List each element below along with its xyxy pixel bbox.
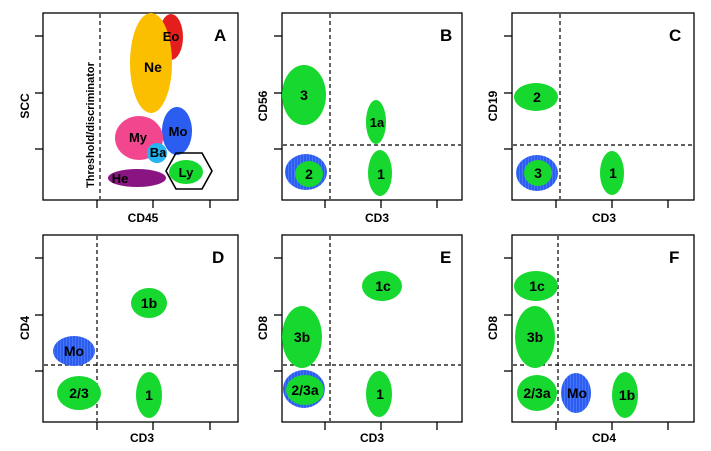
- panel-e-xlabel: CD3: [360, 431, 384, 445]
- label-e-1c: 1c: [375, 278, 391, 294]
- population-f-mo: [561, 373, 591, 413]
- panel-e-ylabel: CD8: [256, 316, 270, 340]
- panel-f-ticks: [504, 257, 669, 430]
- population-d-23: [57, 376, 101, 410]
- panel-a-ylabel: SCC: [18, 93, 32, 119]
- label-b-1: 1: [377, 166, 385, 182]
- population-d-1: [136, 372, 162, 418]
- panel-c-letter: C: [669, 26, 681, 45]
- label-ba: Ba: [150, 145, 167, 160]
- label-c-2: 2: [533, 89, 541, 105]
- panel-c-ticks: [504, 35, 669, 208]
- label-f-1b: 1b: [619, 387, 635, 403]
- panel-a-xlabel: CD45: [128, 211, 159, 225]
- panel-e: 1c 3b 2/3a 1 E CD3 CD8: [256, 234, 463, 445]
- population-b-2-green: [295, 161, 323, 187]
- panel-c-ylabel: CD19: [486, 90, 500, 121]
- population-ba: [147, 143, 167, 163]
- panel-d-xlabel: CD3: [130, 431, 154, 445]
- population-e-23a-green: [286, 375, 324, 405]
- panel-f: 1c 3b 2/3a Mo 1b F CD4 CD8: [486, 234, 695, 445]
- label-f-3b: 3b: [527, 329, 543, 345]
- panel-d-letter: D: [212, 248, 224, 267]
- label-e-23a: 2/3a: [291, 382, 318, 398]
- label-b-3: 3: [300, 87, 308, 103]
- population-b-3: [282, 65, 326, 125]
- label-d-23: 2/3: [69, 385, 89, 401]
- label-my: My: [129, 130, 148, 145]
- panel-b-frame: [281, 12, 463, 201]
- label-d-mo: Mo: [64, 343, 84, 359]
- population-f-1c: [514, 271, 558, 301]
- population-b-1: [368, 150, 392, 196]
- population-f-1b: [612, 372, 638, 418]
- label-f-1c: 1c: [529, 278, 545, 294]
- panel-e-ticks: [274, 257, 438, 430]
- population-he: [108, 169, 166, 187]
- label-he: He: [112, 171, 129, 186]
- population-ne: [130, 13, 172, 113]
- panel-a: Threshold/discriminator Eo Ne Mo My Ba H…: [18, 12, 239, 225]
- label-e-1: 1: [376, 386, 384, 402]
- panel-f-ylabel: CD8: [486, 316, 500, 340]
- panel-b-ylabel: CD56: [256, 90, 270, 121]
- threshold-label: Threshold/discriminator: [85, 61, 97, 188]
- label-d-1: 1: [145, 387, 153, 403]
- label-ne: Ne: [144, 59, 162, 75]
- population-e-1c: [362, 271, 402, 301]
- panel-b-letter: B: [440, 26, 452, 45]
- panel-c-frame: [511, 12, 695, 201]
- panel-b-xlabel: CD3: [365, 211, 389, 225]
- panel-c: 2 3 1 C CD3 CD19: [486, 12, 695, 225]
- label-c-3: 3: [534, 165, 542, 181]
- panel-c-xlabel: CD3: [592, 211, 616, 225]
- population-e-1: [366, 371, 392, 417]
- label-ly: Ly: [179, 165, 194, 180]
- population-c-1: [600, 151, 624, 195]
- population-c-3-green: [524, 160, 552, 186]
- population-mo: [162, 107, 192, 155]
- population-d-mo: [53, 336, 95, 366]
- panel-a-ticks: [35, 35, 211, 208]
- population-d-1b: [131, 288, 167, 318]
- panel-f-frame: [511, 234, 695, 423]
- population-c-2: [514, 83, 558, 111]
- label-e-3b: 3b: [294, 329, 310, 345]
- label-f-mo: Mo: [567, 385, 587, 401]
- panel-d: 1b Mo 2/3 1 D CD3 CD4: [18, 234, 239, 445]
- population-b-1a: [366, 100, 386, 144]
- population-f-23a: [517, 375, 557, 411]
- panel-f-xlabel: CD4: [592, 431, 616, 445]
- panel-b-ticks: [274, 35, 438, 208]
- panel-e-frame: [281, 234, 463, 423]
- label-b-1a: 1a: [370, 115, 385, 130]
- population-e-3b: [282, 306, 322, 368]
- panel-a-letter: A: [214, 26, 226, 45]
- panel-d-frame: [42, 234, 239, 423]
- population-ly: [169, 160, 203, 184]
- label-d-1b: 1b: [141, 295, 157, 311]
- label-eo: Eo: [163, 29, 180, 44]
- panel-f-letter: F: [669, 248, 679, 267]
- panel-d-ylabel: CD4: [18, 316, 32, 340]
- label-c-1: 1: [609, 165, 617, 181]
- panel-e-letter: E: [440, 248, 451, 267]
- panel-b: 3 1a 2 1 B CD3 CD56: [256, 12, 463, 225]
- population-f-3b: [515, 306, 555, 368]
- panel-a-frame: [42, 12, 239, 201]
- label-mo: Mo: [169, 124, 188, 139]
- label-b-2: 2: [305, 166, 313, 182]
- panel-d-ticks: [35, 257, 211, 430]
- ly-gate-hexagon: [165, 152, 213, 190]
- label-f-23a: 2/3a: [523, 385, 550, 401]
